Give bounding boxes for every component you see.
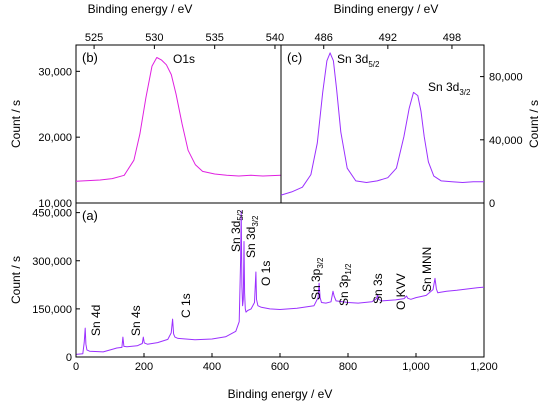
panel-c-annotation-1: Sn 3d5/2 [337,52,380,69]
panel-c-annotation-2-base: Sn 3d [428,80,459,94]
panel-c-annotation-1-base: Sn 3d [337,52,368,66]
peak-label-sn3d32-base: Sn 3d [244,227,258,258]
panel-a-x-tick-label: 600 [271,361,289,373]
top-x-axis-label-c: Binding energy / eV [334,2,439,16]
panel-a-x-tick-label: 0 [73,361,79,373]
panel-b-x-tick-label: 525 [85,32,103,44]
panel-c-annotation-1-sub: 5/2 [368,60,380,69]
panel-c-annotation-2: Sn 3d3/2 [428,80,471,97]
peak-label-o1s: O 1s [259,261,273,286]
panel-a-x-tick-label: 800 [339,361,357,373]
panel-a-y-tick-label: 300,000 [32,256,72,268]
peak-label-sn3d52-sub: 5/2 [236,209,245,221]
panel-b-tag: (b) [82,50,98,65]
panel-b-y-tick-label: 10,000 [38,198,72,210]
panel-a-y-tick-label: 150,000 [32,304,72,316]
peak-label-sn3d52-base: Sn 3d [229,221,243,252]
y-axis-label-b: Count / s [9,100,23,148]
peak-label-sn3p12: Sn 3p1/2 [337,263,353,306]
panel-b-y-tick-label: 30,000 [38,66,72,78]
peak-label-sn3p32-base: Sn 3p [309,268,323,300]
panel-c-spectrum-line [280,52,484,196]
panel-a-x-tick-label: 1,200 [470,361,498,373]
peak-label-sn3p32: Sn 3p3/2 [309,257,325,300]
panel-c-y-tick-label: 80,000 [489,72,523,84]
peak-label-sn4s: Sn 4s [129,305,143,336]
peak-label-sn3p32-sub: 3/2 [316,257,325,269]
panel-c-x-tick-label: 498 [443,32,461,44]
panel-a-y-tick-label: 450,000 [32,208,72,220]
panel-c-y-tick-label: 0 [489,198,495,210]
panel-c-plot: 486 492 498 0 40,000 80,000 [280,32,523,210]
panel-a-x-tick-label: 200 [135,361,153,373]
panel-b-annotation: O1s [173,52,195,66]
panel-a-plot: 0 200 400 600 800 1,000 1,200 0 150,000 300,000 45… [32,208,498,373]
peak-label-okvv: O KVV [394,273,408,310]
y-axis-label-a: Count / s [9,256,23,304]
peak-label-sn3d32-sub: 3/2 [251,215,260,227]
panel-a-x-tick-label: 400 [203,361,221,373]
panel-a-x-tick-label: 1,000 [402,361,430,373]
panel-b-spectrum-line [75,57,282,182]
peak-label-c1s: C 1s [179,293,193,318]
panel-b-x-tick-label: 535 [205,32,223,44]
top-x-axis-label-b: Binding energy / eV [88,2,193,16]
panel-c-y-tick-label: 40,000 [489,135,523,147]
panel-c-x-tick-label: 486 [315,32,333,44]
panel-a-tag: (a) [82,208,98,223]
panel-a-spectrum-line [75,210,485,355]
peak-label-sn3d52: Sn 3d5/2 [229,209,245,252]
bottom-x-axis-label: Binding energy / eV [228,387,333,401]
panel-c-x-tick-label: 492 [379,32,397,44]
peak-label-snmnn: Sn MNN [420,247,434,292]
peak-label-sn3s: Sn 3s [371,273,385,304]
panel-a-y-tick-label: 0 [66,352,72,364]
peak-label-sn3p12-sub: 1/2 [344,263,353,275]
panel-b-x-tick-label: 540 [266,32,284,44]
panel-b-y-tick-label: 20,000 [38,132,72,144]
panel-c-annotation-2-sub: 3/2 [459,88,471,97]
peak-label-sn3p12-base: Sn 3p [337,274,351,306]
y-axis-label-c: Count / s [527,100,541,148]
peak-label-sn3d32: Sn 3d3/2 [244,215,260,258]
panel-c-tag: (c) [287,50,302,65]
panel-b-x-tick-label: 530 [145,32,163,44]
panel-b-plot: 525 530 535 540 10,000 20,000 30,000 [38,32,284,210]
peak-label-sn4d: Sn 4d [89,305,103,336]
